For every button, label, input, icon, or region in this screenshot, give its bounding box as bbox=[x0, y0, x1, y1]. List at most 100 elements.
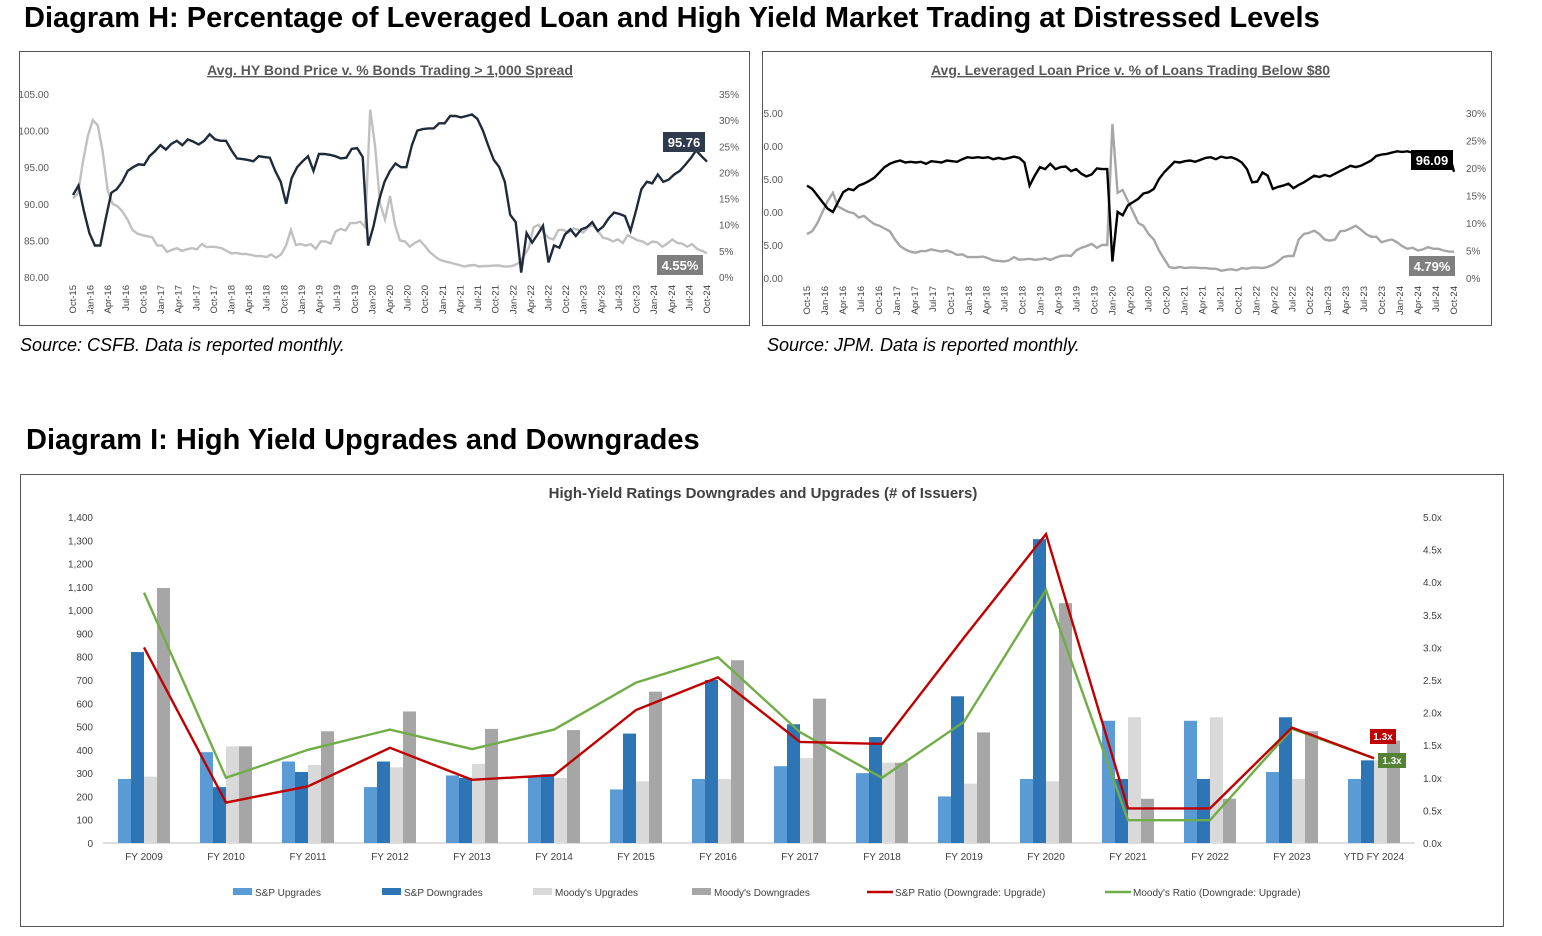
x-category-label: FY 2014 bbox=[535, 852, 573, 863]
x-tick-label: Jan-20 bbox=[367, 285, 378, 314]
x-category-label: FY 2011 bbox=[290, 852, 327, 863]
chart-title: High-Yield Ratings Downgrades and Upgrad… bbox=[549, 485, 978, 502]
sp-upgrades-bar bbox=[774, 766, 787, 843]
sp-downgrades-bar bbox=[787, 724, 800, 843]
x-tick-label: Oct-18 bbox=[279, 285, 290, 314]
x-category-label: FY 2009 bbox=[125, 852, 163, 863]
sp-downgrades-bar bbox=[951, 696, 964, 843]
price-callout-box bbox=[663, 132, 705, 152]
x-tick-label: Jan-18 bbox=[227, 285, 238, 314]
x-tick-label: Oct-24 bbox=[702, 285, 713, 314]
x-tick-label: Oct-20 bbox=[1161, 286, 1172, 315]
legend-label: S&P Ratio (Downgrade: Upgrade) bbox=[895, 888, 1045, 899]
x-tick-label: Apr-19 bbox=[315, 285, 326, 314]
y-left-tick-label: 85.00 bbox=[24, 236, 49, 247]
x-tick-label: Apr-18 bbox=[982, 286, 993, 315]
moodys-upgrades-bar bbox=[636, 781, 649, 843]
sp-downgrades-bar bbox=[623, 733, 636, 843]
x-tick-label: Oct-16 bbox=[874, 286, 885, 315]
sp-upgrades-bar bbox=[1266, 771, 1279, 843]
moodys-ratio-line bbox=[142, 587, 1375, 822]
x-tick-label: Apr-17 bbox=[174, 285, 185, 314]
x-tick-label: Apr-16 bbox=[838, 286, 849, 315]
x-tick-label: Jul-20 bbox=[1143, 286, 1154, 312]
y-right-tick-label: 20% bbox=[719, 168, 739, 179]
y-left-tick-label: 90.00 bbox=[763, 208, 783, 219]
x-tick-label: Jan-17 bbox=[892, 286, 903, 315]
y-right-tick-label: 0% bbox=[1466, 274, 1481, 285]
x-tick-label: Jan-24 bbox=[649, 285, 660, 314]
y-right-tick-label: 20% bbox=[1466, 164, 1486, 175]
y-left-tick-label: 600 bbox=[76, 699, 93, 710]
moodys-upgrades-bar bbox=[882, 762, 895, 843]
moodys-downgrades-bar bbox=[813, 698, 826, 843]
price-callout-label: 95.76 bbox=[668, 135, 701, 150]
x-tick-label: Jul-24 bbox=[1431, 286, 1442, 312]
y-right-tick-label: 0.0x bbox=[1423, 839, 1442, 850]
x-category-label: FY 2013 bbox=[453, 852, 491, 863]
x-tick-label: Oct-24 bbox=[1449, 286, 1460, 315]
y-left-tick-label: 1,000 bbox=[68, 606, 93, 617]
chart-title: Avg. HY Bond Price v. % Bonds Trading > … bbox=[207, 62, 573, 78]
ratings-chart: High-Yield Ratings Downgrades and Upgrad… bbox=[68, 485, 1442, 899]
y-left-tick-label: 1,400 bbox=[68, 513, 93, 524]
price-callout-box bbox=[1411, 150, 1453, 170]
y-left-tick-label: 700 bbox=[76, 676, 93, 687]
y-right-tick-label: 0.5x bbox=[1423, 806, 1442, 817]
sp-upgrades-bar bbox=[692, 778, 705, 843]
x-tick-label: Jan-23 bbox=[1323, 286, 1334, 315]
chart-title: Avg. Leveraged Loan Price v. % of Loans … bbox=[931, 62, 1330, 78]
leveraged-loan-chart: Avg. Leveraged Loan Price v. % of Loans … bbox=[752, 62, 1486, 315]
x-tick-label: Jan-19 bbox=[297, 285, 308, 314]
x-tick-label: Apr-16 bbox=[103, 285, 114, 314]
sp-downgrades-bar bbox=[459, 777, 472, 843]
x-tick-label: Apr-24 bbox=[1413, 286, 1424, 315]
x-category-label: FY 2022 bbox=[1191, 852, 1229, 863]
y-right-tick-label: 1.0x bbox=[1423, 774, 1442, 785]
x-tick-label: Jul-16 bbox=[856, 286, 867, 312]
pct-callout-label: 4.79% bbox=[1414, 259, 1451, 274]
moodys-upgrades-bar bbox=[718, 778, 731, 843]
x-tick-label: Oct-15 bbox=[802, 286, 813, 315]
y-left-tick-label: 1,200 bbox=[68, 560, 93, 571]
pct-callout-label: 4.55% bbox=[662, 258, 699, 273]
moodys-upgrades-bar bbox=[1292, 778, 1305, 843]
moodys-upgrades-bar bbox=[1046, 781, 1059, 843]
y-left-tick-label: 0 bbox=[87, 839, 93, 850]
y-left-tick-label: 100.00 bbox=[763, 142, 783, 153]
y-right-tick-label: 4.0x bbox=[1423, 578, 1442, 589]
moodys-downgrades-bar bbox=[321, 731, 334, 843]
y-right-tick-label: 3.0x bbox=[1423, 643, 1442, 654]
y-right-tick-label: 30% bbox=[719, 116, 739, 127]
x-tick-label: Apr-20 bbox=[385, 285, 396, 314]
sp-upgrades-bar bbox=[610, 789, 623, 843]
y-left-tick-label: 500 bbox=[76, 723, 93, 734]
y-left-tick-label: 105.00 bbox=[20, 90, 49, 101]
moodys-upgrades-bar bbox=[226, 746, 239, 843]
y-left-tick-label: 100.00 bbox=[20, 127, 49, 138]
x-tick-label: Jan-16 bbox=[820, 286, 831, 315]
x-tick-label: Jan-17 bbox=[156, 285, 167, 314]
x-tick-label: Oct-17 bbox=[946, 286, 957, 315]
sp-upgrades-bar bbox=[364, 787, 377, 843]
y-left-tick-label: 95.00 bbox=[763, 175, 783, 186]
x-tick-label: Jan-21 bbox=[438, 285, 449, 314]
sp-upgrades-bar bbox=[1184, 720, 1197, 843]
moodys-downgrades-bar bbox=[977, 732, 990, 843]
x-tick-label: Apr-24 bbox=[667, 285, 678, 314]
legend-swatch bbox=[233, 888, 252, 895]
y-right-tick-label: 15% bbox=[719, 195, 739, 206]
sp-ratio-line bbox=[142, 531, 1375, 810]
moodys-downgrades-bar bbox=[731, 660, 744, 843]
y-right-tick-label: 4.5x bbox=[1423, 546, 1442, 557]
x-tick-label: Oct-22 bbox=[561, 285, 572, 314]
moodys-upgrades-bar bbox=[800, 758, 813, 843]
x-tick-label: Jan-16 bbox=[86, 285, 97, 314]
y-right-tick-label: 25% bbox=[719, 142, 739, 153]
sp-ratio-callout-box bbox=[1370, 729, 1396, 744]
sp-downgrades-bar bbox=[131, 652, 144, 843]
y-left-tick-label: 80.00 bbox=[763, 274, 783, 285]
x-tick-label: Jul-19 bbox=[332, 285, 343, 311]
legend-label: S&P Downgrades bbox=[404, 888, 483, 899]
x-tick-label: Apr-23 bbox=[596, 285, 607, 314]
